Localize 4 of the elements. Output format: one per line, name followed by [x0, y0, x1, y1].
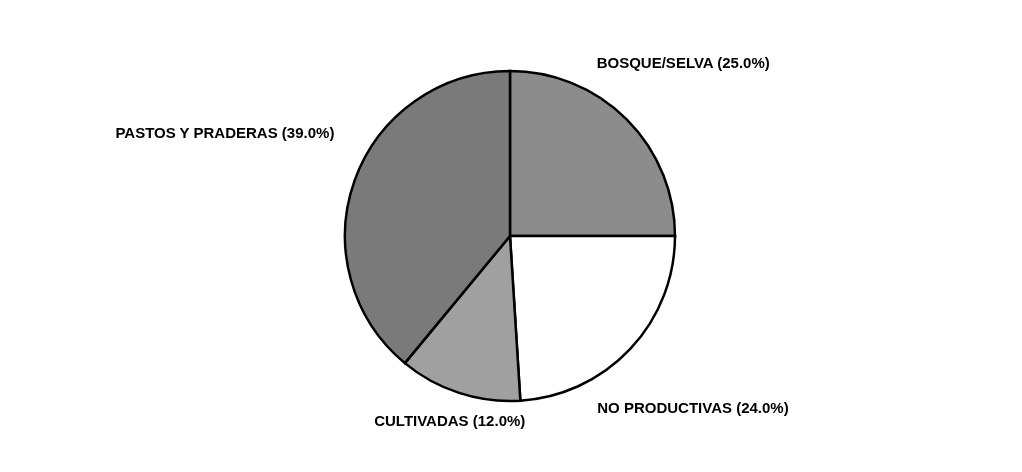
slice-label: PASTOS Y PRADERAS (39.0%) [115, 124, 335, 142]
slice-label: CULTIVADAS (12.0%) [374, 412, 526, 430]
slice-label: BOSQUE/SELVA (25.0%) [596, 53, 770, 71]
slice-label: NO PRODUCTIVAS (24.0%) [597, 398, 789, 416]
